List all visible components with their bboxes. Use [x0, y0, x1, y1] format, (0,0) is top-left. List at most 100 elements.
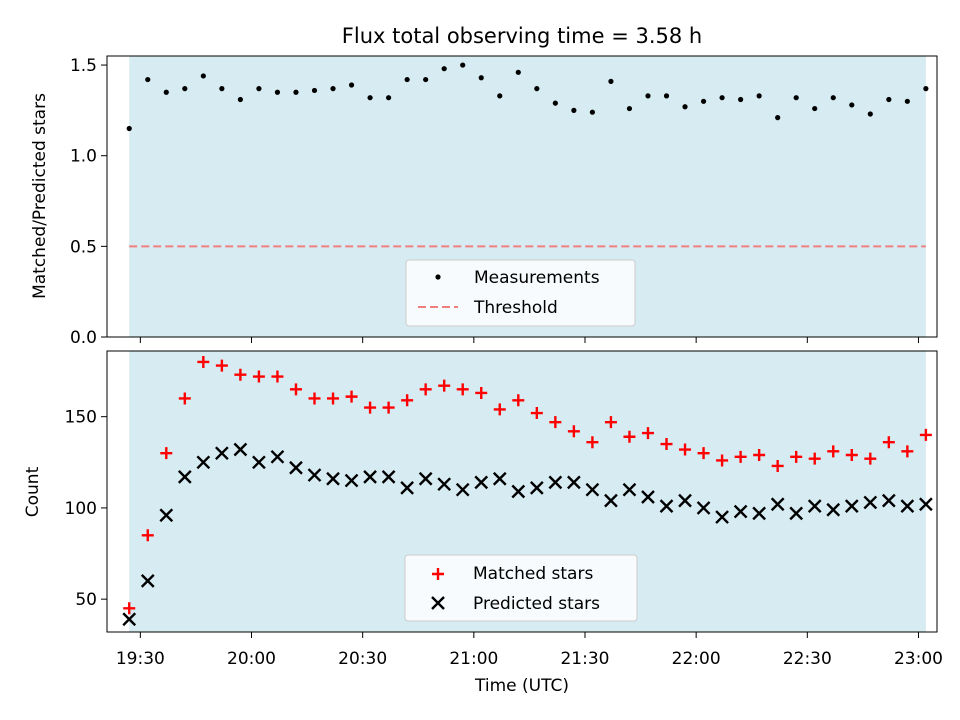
matched-star-point — [382, 401, 395, 414]
y-tick-label: 1.5 — [70, 56, 97, 76]
measurement-point — [608, 78, 614, 84]
predicted-star-point — [215, 446, 229, 461]
predicted-star-point — [474, 475, 489, 490]
legend-measurements-marker — [435, 274, 441, 280]
matched-star-point — [771, 459, 784, 472]
matched-star-point — [345, 390, 358, 403]
measurement-point — [756, 93, 762, 99]
predicted-star-point — [659, 499, 674, 513]
predicted-star-point — [437, 477, 452, 492]
measurement-point — [849, 102, 855, 108]
predicted-star-point — [715, 510, 729, 524]
matched-star-point — [512, 394, 525, 407]
predicted-star-point — [789, 506, 804, 521]
matched-star-point — [716, 454, 729, 467]
measurement-point — [515, 69, 521, 75]
chart-title: Flux total observing time = 3.58 h — [342, 24, 702, 48]
legend-matched-label: Matched stars — [473, 564, 593, 584]
matched-star-point — [919, 428, 932, 441]
predicted-star-point — [567, 475, 581, 490]
matched-star-point — [215, 359, 228, 372]
measurement-point — [534, 86, 540, 92]
predicted-star-point — [252, 455, 266, 470]
measurement-point — [293, 89, 299, 95]
matched-star-point — [401, 394, 414, 407]
matched-star-point — [530, 407, 543, 420]
measurement-point — [700, 98, 707, 104]
matched-star-point — [141, 529, 154, 542]
measurement-point — [219, 86, 225, 92]
bottom-panel: 50 100 150 19:30 20:00 20:30 21:00 21:30 22:00 2… — [23, 350, 943, 696]
measurement-point — [645, 93, 651, 99]
measurement-point — [200, 73, 206, 79]
measurement-point — [237, 96, 243, 103]
top-y-axis-label: Matched/Predicted stars — [30, 93, 50, 299]
bottom-legend-box — [404, 554, 638, 622]
y-tick-label: 0.5 — [70, 237, 97, 257]
measurement-point — [348, 82, 355, 88]
measurement-point — [126, 125, 132, 132]
measurement-point — [775, 115, 781, 121]
matched-star-point — [623, 430, 636, 443]
matched-star-point — [641, 427, 654, 440]
matched-star-point — [234, 368, 247, 381]
measurement-point — [552, 100, 558, 106]
predicted-star-point — [900, 499, 915, 513]
matched-star-point — [845, 449, 858, 462]
x-tick-label: 22:30 — [783, 649, 832, 669]
matched-star-point — [753, 449, 766, 462]
measurement-point — [367, 95, 373, 101]
predicted-star-point — [270, 449, 285, 464]
matched-star-point — [438, 379, 451, 392]
predicted-star-point — [363, 470, 377, 484]
measurement-point — [663, 93, 670, 99]
measurement-point — [738, 96, 744, 103]
legend-threshold-label: Threshold — [473, 298, 558, 318]
matched-star-point — [679, 443, 692, 456]
y-tick-label: 100 — [65, 499, 97, 519]
matched-star-point — [660, 438, 673, 451]
matched-star-point — [808, 452, 821, 465]
measurement-point — [256, 86, 262, 92]
predicted-star-point — [122, 612, 137, 627]
predicted-star-point — [604, 493, 618, 508]
matched-star-point — [271, 370, 284, 383]
matched-star-point — [123, 602, 136, 615]
matched-star-point — [308, 392, 321, 405]
predicted-star-point — [289, 460, 303, 475]
matched-star-point — [697, 447, 710, 460]
matched-star-point — [364, 401, 377, 414]
y-tick-label: 0.0 — [70, 328, 97, 348]
measurement-point — [571, 107, 577, 113]
measurement-point — [812, 105, 818, 112]
predicted-star-point — [585, 482, 600, 497]
bottom-legend: Matched stars Predicted stars — [404, 554, 638, 622]
measurement-point — [793, 95, 799, 101]
predicted-star-point — [400, 481, 414, 495]
bottom-y-axis-label: Count — [23, 466, 43, 517]
top-legend-box — [405, 259, 636, 327]
measurement-point — [719, 95, 725, 101]
measurement-point — [478, 75, 484, 81]
predicted-star-point — [233, 442, 248, 457]
measurement-point — [274, 89, 281, 95]
predicted-star-point — [326, 471, 340, 486]
legend-predicted-label: Predicted stars — [473, 594, 600, 614]
matched-star-point — [493, 403, 506, 416]
matched-star-point — [197, 355, 210, 368]
matched-star-point — [178, 392, 191, 405]
matched-star-point — [567, 425, 580, 438]
predicted-star-point — [641, 490, 655, 504]
predicted-star-point — [140, 574, 155, 588]
predicted-star-point — [733, 504, 748, 519]
x-tick-label: 19:30 — [116, 649, 165, 669]
x-tick-label: 21:00 — [449, 649, 498, 669]
predicted-star-point — [863, 495, 878, 510]
matched-star-point — [160, 447, 173, 460]
matched-star-point — [604, 416, 617, 429]
measurement-point — [404, 76, 410, 83]
x-tick-label: 23:00 — [894, 649, 943, 669]
predicted-star-point — [177, 470, 192, 484]
x-tick-label: 21:30 — [560, 649, 609, 669]
